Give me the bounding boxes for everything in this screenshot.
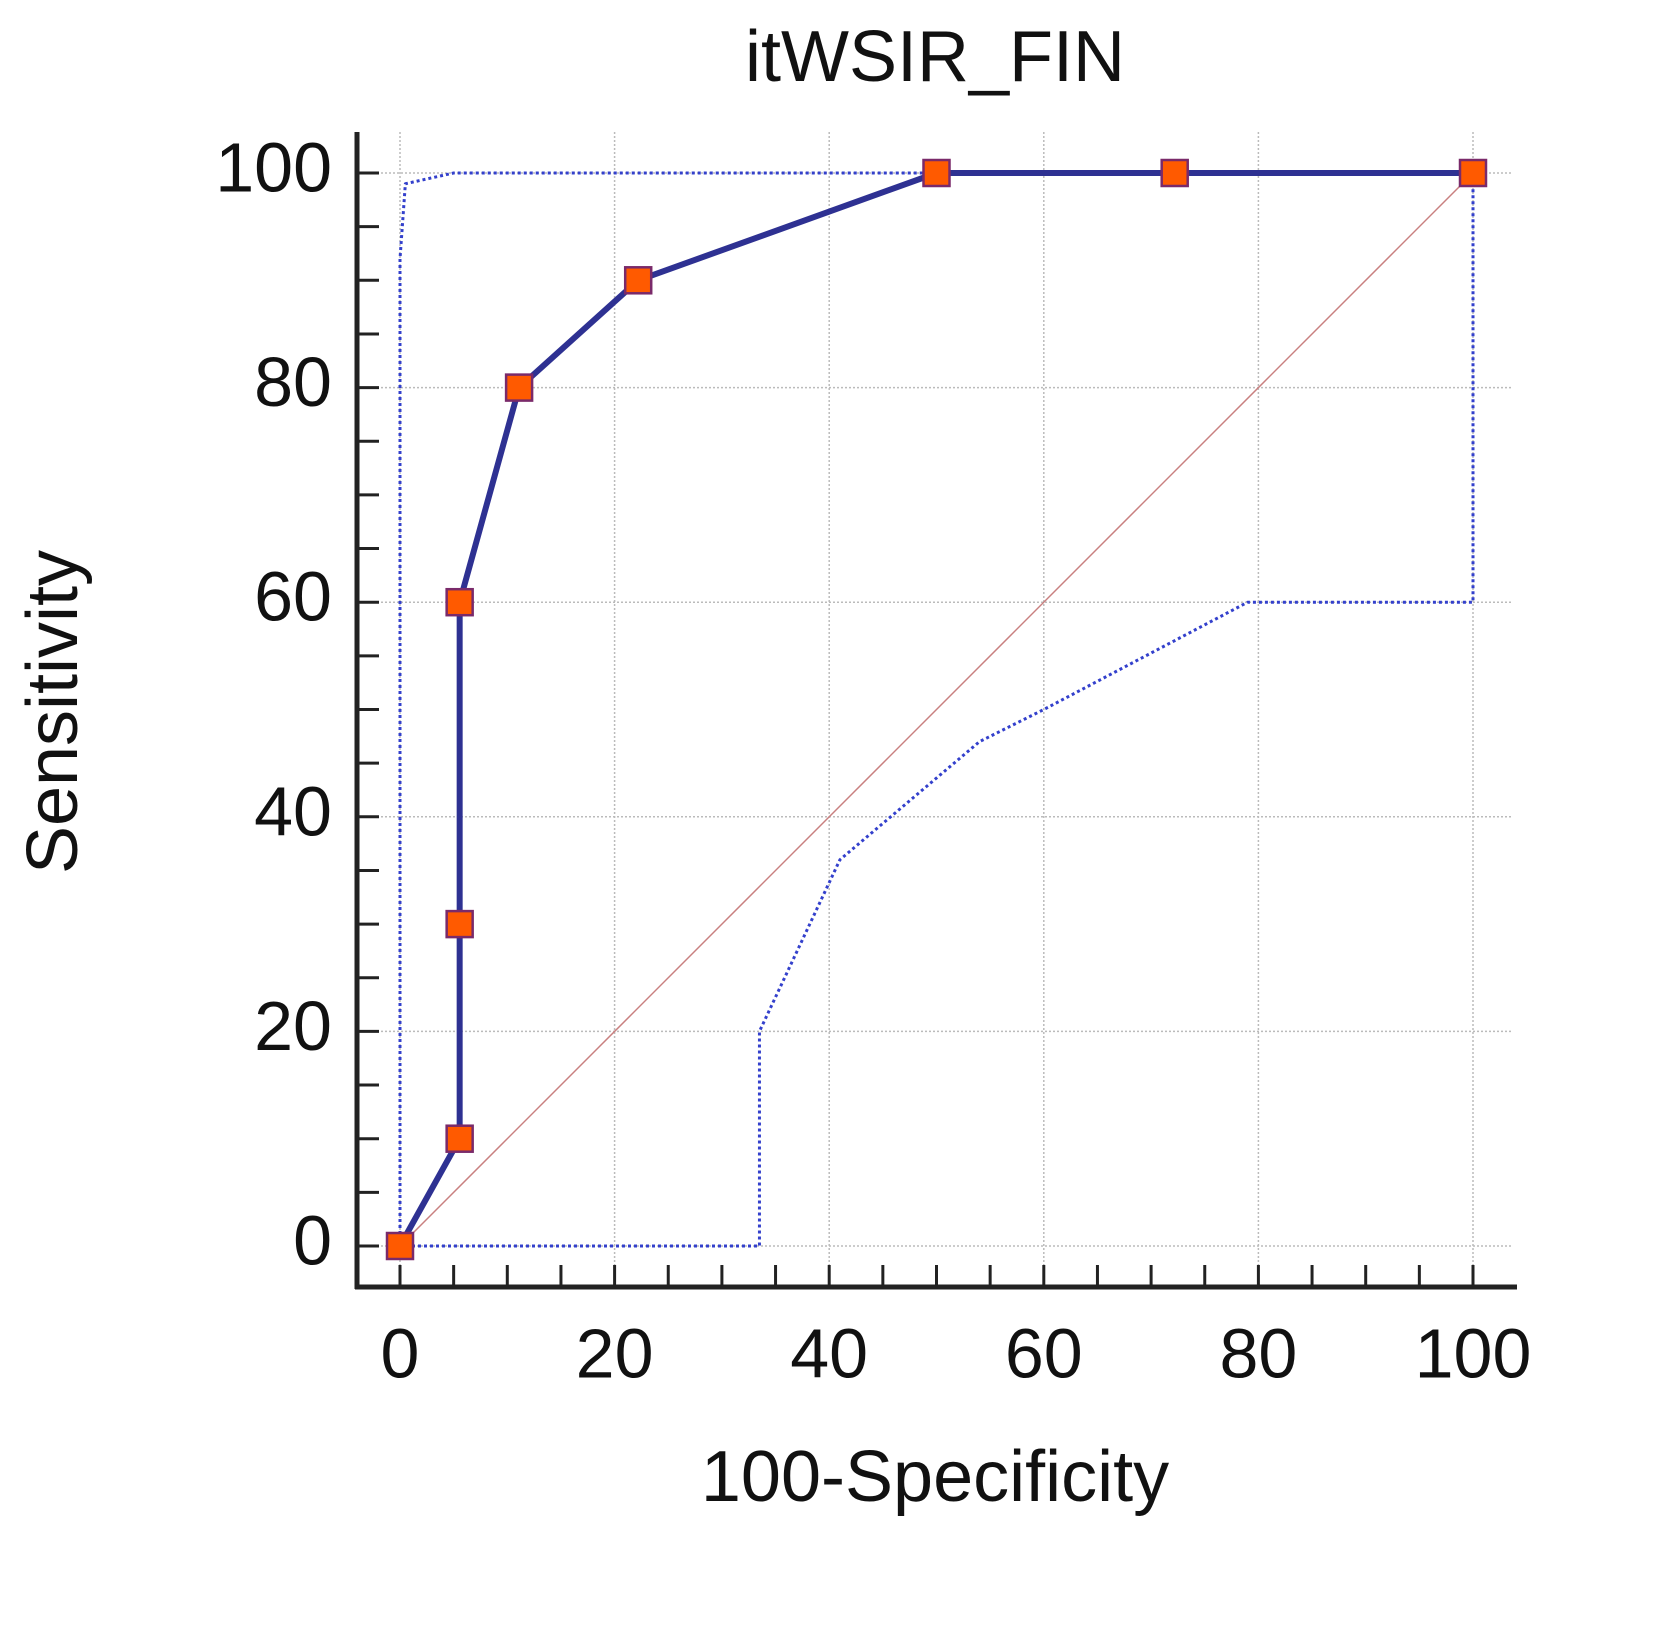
y-tick-label: 0	[293, 1201, 332, 1279]
x-axis-label: 100-Specificity	[701, 1437, 1169, 1517]
series-line	[399, 172, 1474, 1247]
y-tick-label: 60	[254, 558, 332, 636]
data-point	[445, 1124, 474, 1153]
data-point	[504, 373, 534, 402]
series-line	[398, 171, 937, 1246]
x-tick-label: 100	[1415, 1314, 1532, 1392]
x-tick-label: 80	[1219, 1314, 1297, 1392]
data-point	[922, 158, 951, 188]
chart-title: itWSIR_FIN	[745, 17, 1125, 97]
x-tick-label: 60	[1005, 1314, 1083, 1392]
data-point	[623, 266, 653, 295]
data-point	[1458, 158, 1488, 188]
data-point	[1160, 158, 1189, 188]
x-tick-label: 40	[790, 1314, 868, 1392]
data-point	[445, 909, 474, 939]
y-tick-label: 40	[254, 772, 332, 850]
y-tick-label: 100	[215, 128, 332, 206]
data-point	[385, 1231, 415, 1261]
y-axis-label: Sensitivity	[13, 550, 93, 874]
data-point	[445, 587, 474, 617]
series-line	[400, 173, 1475, 1248]
x-tick-label: 0	[381, 1314, 420, 1392]
y-tick-label: 80	[254, 343, 332, 421]
y-tick-label: 20	[254, 987, 332, 1065]
x-tick-label: 20	[576, 1314, 654, 1392]
